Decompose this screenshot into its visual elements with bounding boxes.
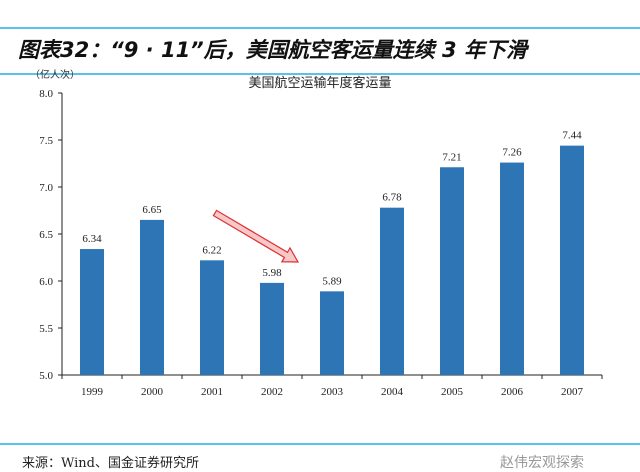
bar-2001 <box>200 260 224 375</box>
y-tick-label: 5.0 <box>39 370 53 382</box>
watermark: 赵伟宏观探索 <box>500 455 584 471</box>
source-note: 来源：Wind、国金证券研究所 <box>22 456 199 471</box>
y-tick-label: 6.5 <box>39 229 53 241</box>
x-tick-label: 2002 <box>261 386 283 398</box>
chart-title: 美国航空运输年度客运量 <box>248 76 392 91</box>
bar-1999 <box>80 249 104 375</box>
decline-arrow <box>212 209 300 263</box>
data-label: 7.26 <box>502 147 522 159</box>
bar-2000 <box>140 219 164 375</box>
y-tick-label: 5.5 <box>39 323 53 335</box>
data-label: 5.89 <box>322 275 342 287</box>
footer-rule <box>0 443 640 445</box>
bar-2002 <box>260 282 284 375</box>
title-top-rule <box>0 27 640 29</box>
data-label: 7.21 <box>442 151 461 163</box>
x-tick-label: 2000 <box>141 386 164 398</box>
y-tick-label: 7.5 <box>39 135 53 147</box>
bar-2005 <box>440 167 464 375</box>
y-tick-label: 8.0 <box>39 88 53 100</box>
bar-2003 <box>320 291 344 375</box>
data-label: 7.44 <box>562 130 582 142</box>
data-label: 6.78 <box>382 192 402 204</box>
x-tick-label: 2003 <box>321 386 344 398</box>
x-tick-label: 2001 <box>201 386 223 398</box>
y-tick-label: 7.0 <box>39 182 53 194</box>
data-label: 6.34 <box>82 233 102 245</box>
x-tick-label: 2007 <box>561 386 584 398</box>
y-tick-label: 6.0 <box>39 276 53 288</box>
title-bottom-rule <box>0 73 640 75</box>
y-axis-unit: （亿人次） <box>30 70 80 81</box>
bar-2004 <box>380 207 404 375</box>
x-tick-label: 2006 <box>501 386 524 398</box>
data-label: 6.65 <box>142 204 162 216</box>
figure-title: 图表32：“9 · 11”后，美国航空客运量连续 3 年下滑 <box>18 38 527 62</box>
data-label: 5.98 <box>262 267 282 279</box>
x-tick-label: 2004 <box>381 386 404 398</box>
data-label: 6.22 <box>202 244 221 256</box>
x-tick-label: 1999 <box>81 386 104 398</box>
bar-2006 <box>500 162 524 375</box>
x-tick-label: 2005 <box>441 386 464 398</box>
bar-2007 <box>560 145 584 375</box>
